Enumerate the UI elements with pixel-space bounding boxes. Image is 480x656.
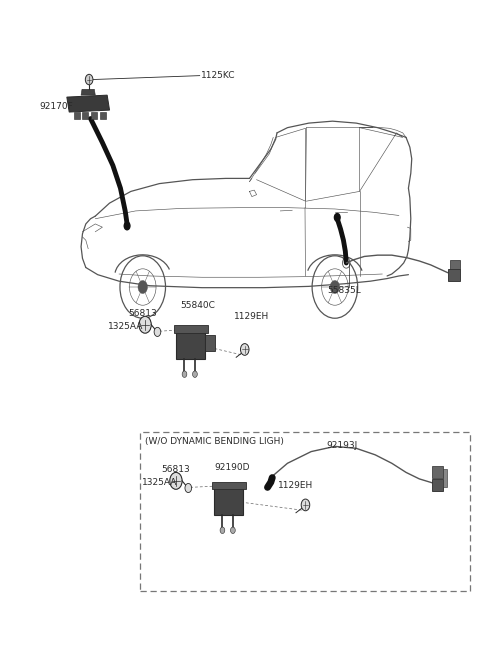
Circle shape <box>330 281 340 293</box>
Text: 92170F: 92170F <box>40 102 73 112</box>
Circle shape <box>124 222 130 230</box>
Text: 92193J: 92193J <box>326 441 358 449</box>
Circle shape <box>220 527 225 533</box>
Circle shape <box>139 316 151 333</box>
Text: 92190D: 92190D <box>215 463 250 472</box>
Circle shape <box>185 483 192 493</box>
Polygon shape <box>74 112 80 119</box>
Text: 1325AA: 1325AA <box>108 322 144 331</box>
Circle shape <box>230 527 235 533</box>
Text: 1325AA: 1325AA <box>142 478 178 487</box>
Circle shape <box>192 371 197 377</box>
Polygon shape <box>81 89 96 95</box>
Bar <box>174 325 208 333</box>
Bar <box>432 466 443 478</box>
Bar <box>176 328 205 359</box>
Bar <box>432 479 443 491</box>
Polygon shape <box>100 112 106 119</box>
Bar <box>443 469 447 487</box>
Bar <box>448 270 460 281</box>
Bar <box>205 335 215 352</box>
Bar <box>450 260 460 270</box>
Polygon shape <box>83 112 88 119</box>
Circle shape <box>85 74 93 85</box>
Circle shape <box>240 344 249 356</box>
Text: 55835L: 55835L <box>328 286 361 295</box>
Bar <box>214 484 243 516</box>
Circle shape <box>182 371 187 377</box>
Text: 56813: 56813 <box>162 464 191 474</box>
Text: (W/O DYNAMIC BENDING LIGH): (W/O DYNAMIC BENDING LIGH) <box>145 438 284 446</box>
Text: 1129EH: 1129EH <box>278 481 313 490</box>
Text: 55840C: 55840C <box>180 300 216 310</box>
Circle shape <box>154 327 161 337</box>
Text: 1129EH: 1129EH <box>234 312 270 321</box>
Polygon shape <box>91 112 96 119</box>
Bar <box>212 482 246 489</box>
Circle shape <box>170 472 182 489</box>
Circle shape <box>138 281 147 293</box>
Text: 56813: 56813 <box>128 309 157 318</box>
Circle shape <box>301 499 310 511</box>
Circle shape <box>335 213 340 221</box>
Polygon shape <box>67 95 109 112</box>
Text: 1125KC: 1125KC <box>201 71 236 80</box>
